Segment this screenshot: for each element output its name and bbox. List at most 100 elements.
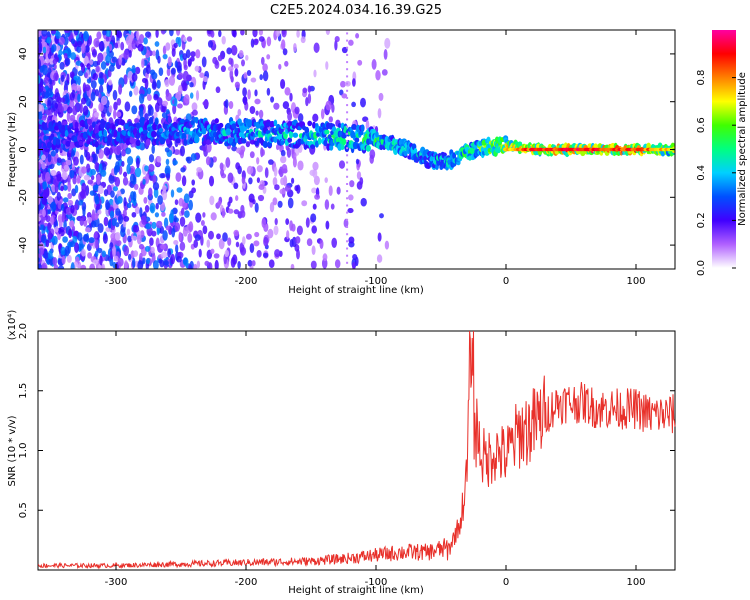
noise-speckle: [86, 63, 91, 70]
noise-speckle: [349, 180, 355, 188]
ridge-blob: [78, 140, 84, 146]
noise-speckle: [126, 163, 131, 175]
spectrogram-y-ticks: -40 -20 0 20 40: [18, 48, 675, 253]
noise-speckle: [81, 249, 86, 257]
colorbar: 0.0 0.2 0.4 0.6 0.8 Normalized spectral ampl…: [696, 30, 748, 276]
noise-speckle: [82, 30, 89, 42]
noise-speckle: [235, 162, 241, 170]
noise-speckle: [249, 105, 256, 115]
noise-speckle: [228, 196, 233, 204]
noise-speckle: [281, 39, 286, 50]
noise-column: [346, 96, 349, 99]
noise-speckle: [59, 97, 66, 103]
noise-speckle: [89, 263, 96, 269]
noise-speckle: [242, 236, 246, 246]
noise-speckle: [73, 75, 80, 81]
noise-speckle: [154, 41, 160, 47]
noise-speckle: [60, 246, 66, 256]
noise-speckle: [139, 107, 144, 119]
noise-speckle: [209, 195, 215, 206]
noise-speckle: [133, 250, 139, 257]
noise-speckle: [113, 165, 118, 176]
noise-speckle: [47, 196, 54, 204]
noise-speckle: [122, 176, 129, 186]
ridge-blob: [181, 132, 187, 141]
noise-speckle: [131, 211, 137, 218]
ridge-blob: [384, 135, 390, 144]
noise-speckle: [68, 228, 73, 239]
noise-speckle: [57, 200, 62, 210]
noise-speckle: [157, 195, 163, 205]
noise-speckle: [81, 166, 87, 174]
noise-speckle: [124, 260, 128, 269]
noise-speckle: [176, 30, 181, 36]
ridge-blob: [323, 139, 328, 147]
noise-speckle: [70, 204, 75, 214]
noise-speckle: [70, 262, 75, 269]
noise-column: [346, 233, 349, 236]
y-tick-label: 0: [18, 146, 29, 152]
noise-speckle: [87, 179, 93, 185]
noise-speckle: [59, 226, 65, 233]
noise-speckle: [131, 39, 138, 50]
noise-column: [346, 254, 349, 257]
noise-speckle: [97, 52, 104, 63]
noise-speckle: [239, 242, 245, 253]
noise-speckle: [152, 260, 159, 269]
noise-speckle: [161, 112, 168, 119]
noise-speckle: [69, 220, 75, 228]
noise-speckle: [324, 199, 330, 210]
noise-speckle: [154, 212, 160, 218]
noise-speckle: [144, 204, 150, 213]
noise-speckle: [125, 35, 133, 46]
noise-speckle: [241, 176, 246, 185]
noise-speckle: [50, 150, 56, 157]
noise-speckle: [170, 213, 174, 223]
y-tick-label: 2.0: [18, 323, 29, 339]
noise-speckle: [48, 78, 52, 85]
ridge-blob: [326, 143, 331, 151]
noise-speckle: [175, 172, 182, 182]
noise-speckle: [188, 221, 194, 233]
ridge-blob: [190, 120, 195, 126]
noise-speckle: [313, 175, 320, 186]
noise-speckle: [94, 250, 99, 258]
noise-speckle: [365, 119, 370, 131]
noise-speckle: [62, 197, 69, 203]
noise-speckle: [195, 90, 200, 101]
noise-speckle: [210, 30, 215, 38]
ridge-blob: [317, 137, 322, 145]
noise-speckle: [112, 186, 119, 192]
noise-speckle: [95, 174, 101, 185]
noise-speckle: [246, 69, 252, 77]
noise-speckle: [148, 105, 154, 116]
noise-speckle: [213, 253, 220, 259]
noise-speckle: [38, 30, 42, 38]
noise-speckle: [76, 174, 81, 184]
noise-speckle: [39, 247, 45, 255]
noise-speckle: [208, 175, 215, 187]
noise-speckle: [115, 111, 122, 118]
noise-speckle: [126, 228, 131, 236]
noise-speckle: [193, 263, 198, 269]
noise-speckle: [71, 89, 76, 99]
noise-speckle: [252, 30, 258, 38]
ridge-blob: [354, 137, 360, 143]
noise-speckle: [164, 165, 171, 177]
spectrogram-x-ticks: -300 -200 -100 0 100: [105, 30, 646, 287]
colorbar-tick-label: 0.6: [696, 117, 707, 133]
noise-speckle: [325, 220, 330, 230]
noise-speckle: [306, 238, 313, 247]
noise-speckle: [334, 259, 341, 269]
noise-speckle: [258, 30, 264, 36]
noise-speckle: [81, 43, 86, 54]
noise-speckle: [369, 149, 376, 160]
ridge-blob: [273, 119, 278, 127]
ridge-blob: [55, 138, 61, 146]
noise-speckle: [134, 167, 142, 178]
ridge-blob: [94, 141, 99, 148]
noise-column: [346, 39, 349, 42]
noise-speckle: [108, 79, 113, 86]
x-tick-label: -300: [105, 276, 128, 287]
noise-speckle: [214, 59, 219, 66]
